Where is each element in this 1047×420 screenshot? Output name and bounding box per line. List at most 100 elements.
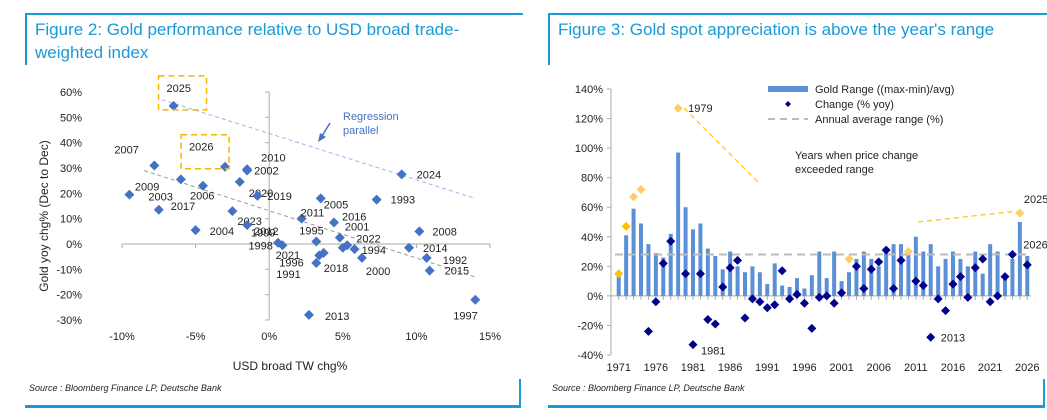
- point-label-1999: 1999: [251, 228, 275, 240]
- scatter-point-2018: [337, 242, 348, 253]
- change-point-1996: [799, 298, 809, 308]
- callout-line-2025: [917, 210, 1017, 223]
- range-bar-2016: [951, 251, 955, 296]
- range-bar-2026: [1025, 255, 1030, 296]
- change-point-2015: [941, 306, 951, 316]
- y-tick-label: 30%: [60, 163, 82, 175]
- point-label-2025: 2025: [1024, 194, 1047, 206]
- change-point-1995: [792, 289, 802, 299]
- point-label-2018: 2018: [324, 263, 348, 275]
- change-point-1984: [710, 319, 720, 329]
- range-bar-2025: [1017, 222, 1022, 296]
- point-label-2006: 2006: [190, 191, 214, 203]
- x-tick-label: 2016: [941, 362, 965, 374]
- annotation-regression-label: Regression: [343, 111, 399, 123]
- range-bar-1989: [750, 266, 755, 296]
- range-bar-2023: [1003, 273, 1007, 296]
- scatter-point-2019: [252, 190, 263, 201]
- x-axis-title: USD broad TW chg%: [233, 359, 348, 373]
- point-label-2017: 2017: [171, 201, 195, 213]
- range-bar-2020: [980, 273, 985, 296]
- point-label-2013: 2013: [941, 332, 965, 344]
- scatter-point-1998: [277, 240, 288, 251]
- y-tick-label: -40%: [577, 350, 603, 362]
- figure2-title: Figure 2: Gold performance relative to U…: [35, 20, 460, 62]
- point-label-2011: 2011: [301, 208, 325, 220]
- figure2-panel: Figure 2: Gold performance relative to U…: [0, 0, 523, 420]
- range-bar-2009: [899, 244, 903, 296]
- range-bar-2015: [943, 258, 948, 296]
- point-label-1994: 1994: [362, 245, 386, 257]
- x-tick-label: 2021: [978, 362, 1002, 374]
- point-label-2022: 2022: [356, 233, 380, 245]
- y-tick-label: 20%: [581, 261, 603, 273]
- range-bar-2003: [854, 258, 859, 296]
- highlight-box-2026: [180, 133, 230, 170]
- change-point-1997: [807, 323, 817, 333]
- range-bar-2006: [876, 266, 881, 296]
- point-label-2016: 2016: [342, 211, 366, 223]
- range-bar-1992: [772, 263, 777, 296]
- y-tick-label: 60%: [60, 87, 82, 99]
- scatter-point-2009: [175, 174, 186, 185]
- range-bar-2012: [921, 251, 926, 296]
- range-bar-1973: [631, 208, 636, 296]
- range-bar-1994: [787, 287, 792, 296]
- point-label-2021: 2021: [276, 250, 300, 262]
- annotation-arrow: [321, 122, 331, 137]
- figure2-source: Source : Bloomberg Finance LP, Deutsche …: [29, 383, 222, 393]
- y-tick-label: 0%: [66, 239, 82, 251]
- figure2-scatter-chart: -30% -20% -10% 0% 10% 20% 30% 40% 50% 60% -10% -5% 0…: [37, 75, 501, 373]
- x-tick-label: 2011: [904, 362, 928, 374]
- change-point-1992: [770, 300, 780, 310]
- y-tick-label: 0%: [587, 291, 603, 303]
- change-point-2025: [1015, 208, 1025, 218]
- scatter-point-1997: [470, 294, 481, 305]
- y-tick-label: -20%: [56, 290, 82, 302]
- change-point-2003: [851, 261, 861, 271]
- point-label-1993: 1993: [391, 195, 415, 207]
- range-bar-2000: [832, 251, 837, 296]
- annotation-exceeded-range: exceeded range: [795, 164, 874, 176]
- point-label-1995: 1995: [299, 225, 323, 237]
- point-label-2026: 2026: [189, 142, 213, 154]
- regression-line: [143, 170, 476, 278]
- change-point-2004: [859, 284, 869, 293]
- range-bar-1995: [795, 278, 799, 296]
- point-label-2010: 2010: [261, 152, 285, 164]
- scatter-point-2001: [334, 232, 345, 243]
- point-label-2014: 2014: [423, 243, 447, 255]
- highlight-box-2025: [157, 75, 208, 111]
- range-bar-2004: [861, 251, 866, 296]
- change-point-1979: [673, 103, 683, 113]
- change-point-1987: [733, 255, 743, 265]
- point-label-2005: 2005: [324, 199, 348, 211]
- change-point-1977: [658, 258, 668, 268]
- point-label-1996: 1996: [279, 257, 303, 269]
- scatter-point-2014: [404, 242, 415, 253]
- range-bar-1996: [802, 288, 807, 296]
- scatter-point-1994: [349, 244, 360, 255]
- range-bar-2011: [913, 236, 918, 296]
- scatter-point-2002: [242, 165, 253, 176]
- scatter-point-1995: [311, 236, 322, 247]
- change-point-1982: [695, 269, 705, 279]
- change-point-1974: [636, 184, 646, 194]
- change-point-2017: [955, 272, 965, 282]
- range-bar-1978: [668, 233, 673, 296]
- range-bar-1993: [780, 285, 785, 296]
- y-axis-title: Gold yoy chg% (Dec to Dec): [37, 140, 51, 291]
- change-point-2002: [844, 254, 854, 264]
- scatter-point-2006: [197, 180, 208, 191]
- change-point-2024: [1007, 250, 1017, 260]
- point-label-2026: 2026: [1023, 240, 1047, 252]
- range-bar-2022: [995, 251, 1000, 296]
- y-tick-label: 60%: [581, 202, 603, 214]
- x-tick-label: 1986: [718, 362, 742, 374]
- legend-swatch-change: [785, 101, 791, 107]
- scatter-point-2017: [153, 204, 164, 215]
- range-bar-1976: [653, 253, 658, 296]
- y-tick-label: -20%: [577, 320, 603, 332]
- x-tick-label: 5%: [335, 331, 351, 343]
- change-point-1993: [777, 266, 787, 276]
